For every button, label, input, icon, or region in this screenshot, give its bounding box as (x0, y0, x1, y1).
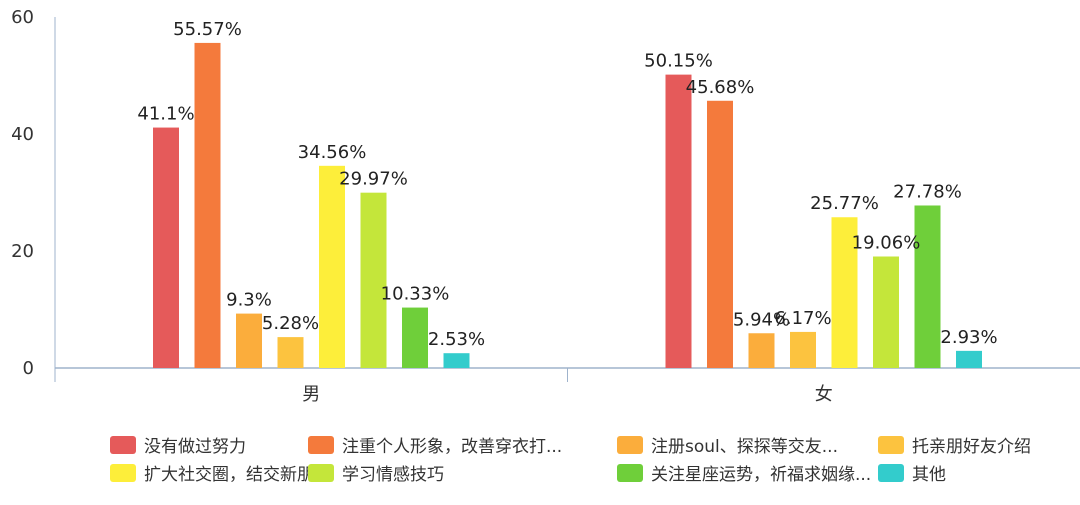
bar (748, 333, 775, 368)
bar (402, 307, 428, 368)
legend-swatch (878, 435, 904, 454)
data-label: 45.68% (686, 77, 755, 98)
bar-series (153, 42, 982, 369)
data-label: 29.97% (339, 169, 408, 190)
data-label: 27.78% (893, 181, 962, 202)
legend-label: 注重个人形象，改善穿衣打... (342, 437, 563, 457)
legend-label: 扩大社交圈，结交新朋友 (144, 465, 331, 485)
bar (194, 42, 221, 369)
legend-swatch (110, 463, 136, 482)
legend-swatch (617, 463, 643, 482)
data-label: 5.28% (262, 313, 319, 334)
data-label: 6.17% (774, 308, 831, 329)
data-label: 55.57% (173, 19, 242, 40)
legend-label: 关注星座运势，祈福求姻缘... (651, 465, 872, 485)
data-label: 9.3% (226, 290, 272, 311)
bar (873, 256, 899, 368)
data-label: 41.1% (137, 104, 194, 125)
bar (360, 192, 387, 368)
bar (707, 100, 733, 368)
data-label: 2.53% (428, 329, 485, 350)
bar (153, 127, 179, 368)
bar (956, 350, 982, 368)
data-label: 19.06% (852, 232, 921, 253)
legend-label: 注册soul、探探等交友... (651, 437, 838, 457)
legend-swatch (308, 435, 334, 454)
legend-item[interactable]: 托亲朋好友介绍 (878, 432, 1031, 457)
bar (277, 337, 304, 368)
y-axis: 0 20 40 60 (11, 7, 56, 382)
x-axis: 男女 (55, 367, 1080, 405)
y-tick-label: 40 (11, 124, 34, 145)
data-labels: 41.1% 55.57% 9.3%5.28% 34.56% 29.97% 10.33% 2.… (137, 19, 997, 350)
data-label: 5.94% (733, 309, 790, 330)
y-tick-label: 60 (11, 7, 34, 28)
y-tick-label: 0 (23, 358, 34, 379)
bar (236, 313, 262, 368)
legend-swatch (110, 435, 136, 454)
legend-item[interactable]: 注重个人形象，改善穿衣打... (308, 432, 562, 457)
legend-label: 没有做过努力 (144, 437, 246, 457)
legend-swatch (617, 435, 643, 454)
bar (319, 165, 345, 368)
legend-swatch (878, 463, 904, 482)
data-label: 2.93% (940, 327, 997, 348)
legend-label: 托亲朋好友介绍 (912, 437, 1031, 457)
legend-item[interactable]: 扩大社交圈，结交新朋友 (110, 460, 331, 485)
x-category-label: 女 (815, 384, 833, 405)
data-label: 25.77% (810, 193, 879, 214)
data-label: 50.15% (644, 51, 713, 72)
legend-swatch (308, 463, 334, 482)
bar (665, 74, 692, 368)
y-tick-label: 20 (11, 241, 34, 262)
legend-label: 其他 (912, 465, 946, 485)
data-label: 34.56% (298, 142, 367, 163)
legend-label: 学习情感技巧 (342, 465, 444, 485)
legend-item[interactable]: 注册soul、探探等交友... (617, 432, 838, 457)
bar (831, 217, 858, 368)
bar (443, 353, 470, 368)
legend-item[interactable]: 其他 (878, 460, 946, 485)
bar (914, 205, 941, 368)
bar (790, 331, 816, 368)
legend-item[interactable]: 没有做过努力 (110, 432, 246, 457)
x-category-label: 男 (302, 384, 320, 405)
bar-chart: 0204060 男女 41.1%55.57%9.3%5.28%34.56%29.… (11, 7, 1080, 405)
data-label: 10.33% (381, 284, 450, 305)
legend-item[interactable]: 学习情感技巧 (308, 460, 444, 485)
legend-item[interactable]: 关注星座运势，祈福求姻缘... (617, 460, 871, 485)
